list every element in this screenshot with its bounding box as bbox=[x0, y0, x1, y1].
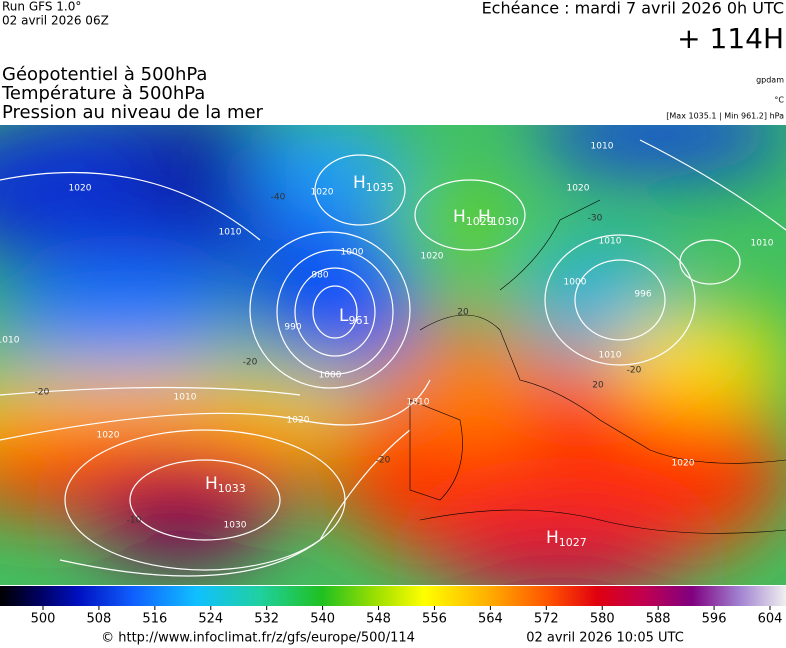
generated: 02 avril 2026 10:05 UTC bbox=[526, 631, 684, 646]
isobar-label: 1020 bbox=[567, 184, 590, 194]
colorbar-label: 564 bbox=[478, 612, 503, 627]
pressure-center: L961 bbox=[339, 306, 369, 327]
isobar-label: 1000 bbox=[341, 248, 364, 258]
temperature-label: -20 bbox=[627, 366, 642, 376]
pressure-center: H1030 bbox=[478, 207, 519, 228]
colorbar-label: 540 bbox=[310, 612, 335, 627]
colorbar-label: 516 bbox=[142, 612, 167, 627]
center-value: 1033 bbox=[218, 482, 246, 495]
pressure-center: H1027 bbox=[546, 528, 587, 549]
colorbar-label: 604 bbox=[758, 612, 783, 627]
center-value: 961 bbox=[348, 314, 369, 327]
isobar-label: 1020 bbox=[421, 252, 444, 262]
pressure-center: H1029 bbox=[453, 207, 494, 228]
colorbar-label: 508 bbox=[87, 612, 112, 627]
title: Température à 500hPa bbox=[1, 83, 205, 104]
isobar-label: 1000 bbox=[564, 278, 587, 288]
lead-time: + 114H bbox=[677, 22, 784, 55]
title: Pression au niveau de la mer bbox=[2, 102, 264, 123]
isobar-label: 1010 bbox=[599, 351, 622, 361]
center-letter: H bbox=[453, 207, 466, 227]
temperature-label: -30 bbox=[588, 214, 603, 224]
center-letter: H bbox=[546, 528, 559, 548]
center-letter: L bbox=[339, 306, 349, 326]
center-letter: H bbox=[353, 173, 366, 193]
isobar-label: 1000 bbox=[319, 371, 342, 381]
center-value: 1029 bbox=[466, 215, 494, 228]
isobar-label: 1030 bbox=[224, 521, 247, 531]
colorbar-label: 500 bbox=[31, 612, 56, 627]
isobar-label: 1010 bbox=[591, 142, 614, 152]
isobar-label: 990 bbox=[284, 323, 301, 333]
temperature-label: -20 bbox=[376, 456, 391, 466]
isobar-label: 996 bbox=[634, 290, 651, 300]
center-value: 1027 bbox=[559, 536, 587, 549]
isobar-label: 1010 bbox=[751, 239, 774, 249]
center-value: 1030 bbox=[491, 215, 519, 228]
extremes: [Max 1035.1 | Min 961.2] hPa bbox=[666, 112, 784, 121]
unit: °C bbox=[774, 96, 784, 105]
colorbar-label: 532 bbox=[254, 612, 279, 627]
isobars bbox=[0, 139, 786, 577]
temperature-label: -20 bbox=[243, 358, 258, 368]
title: Géopotentiel à 500hPa bbox=[2, 64, 207, 85]
isobar-label: 1020 bbox=[311, 188, 334, 198]
colorbar-label: 580 bbox=[590, 612, 615, 627]
colorbar-label: 588 bbox=[646, 612, 671, 627]
unit: gpdam bbox=[756, 76, 784, 85]
colorbar bbox=[0, 586, 786, 606]
temperature-label: 20 bbox=[457, 308, 469, 318]
temperature-label: -10 bbox=[127, 516, 142, 526]
colorbar-label: 556 bbox=[422, 612, 447, 627]
run: Run GFS 1.0° bbox=[2, 0, 81, 14]
coastlines bbox=[409, 199, 786, 534]
center-letter: H bbox=[205, 474, 218, 494]
map-field bbox=[0, 125, 786, 585]
center-letter: H bbox=[478, 207, 491, 227]
pressure-center: H1033 bbox=[205, 474, 246, 495]
isobar-label: 1010 bbox=[174, 393, 197, 403]
pressure-center: H1035 bbox=[353, 173, 394, 194]
isobar-label: 980 bbox=[311, 271, 328, 281]
isobar-label: 1020 bbox=[672, 459, 695, 469]
source: © http://www.infoclimat.fr/z/gfs/europe/… bbox=[101, 631, 415, 646]
isobar-label: 1010 bbox=[0, 336, 20, 346]
isobar-label: 1010 bbox=[219, 228, 242, 238]
run-date: 02 avril 2026 06Z bbox=[2, 14, 109, 28]
temperature-label: -40 bbox=[271, 193, 286, 203]
colorbar-label: 596 bbox=[702, 612, 727, 627]
colorbar-label: 524 bbox=[198, 612, 223, 627]
isobar-label: 1020 bbox=[97, 431, 120, 441]
isobar-label: 1020 bbox=[69, 184, 92, 194]
isobar-label: 1020 bbox=[287, 416, 310, 426]
colorbar-label: 572 bbox=[534, 612, 559, 627]
isobar-label: 1010 bbox=[407, 398, 430, 408]
colorbar-label: 548 bbox=[366, 612, 391, 627]
valid-time: Echéance : mardi 7 avril 2026 0h UTC bbox=[482, 0, 784, 18]
temperature-label: -20 bbox=[35, 388, 50, 398]
center-value: 1035 bbox=[366, 181, 394, 194]
isobar-label: 1010 bbox=[599, 237, 622, 247]
temperature-label: 20 bbox=[592, 381, 604, 391]
